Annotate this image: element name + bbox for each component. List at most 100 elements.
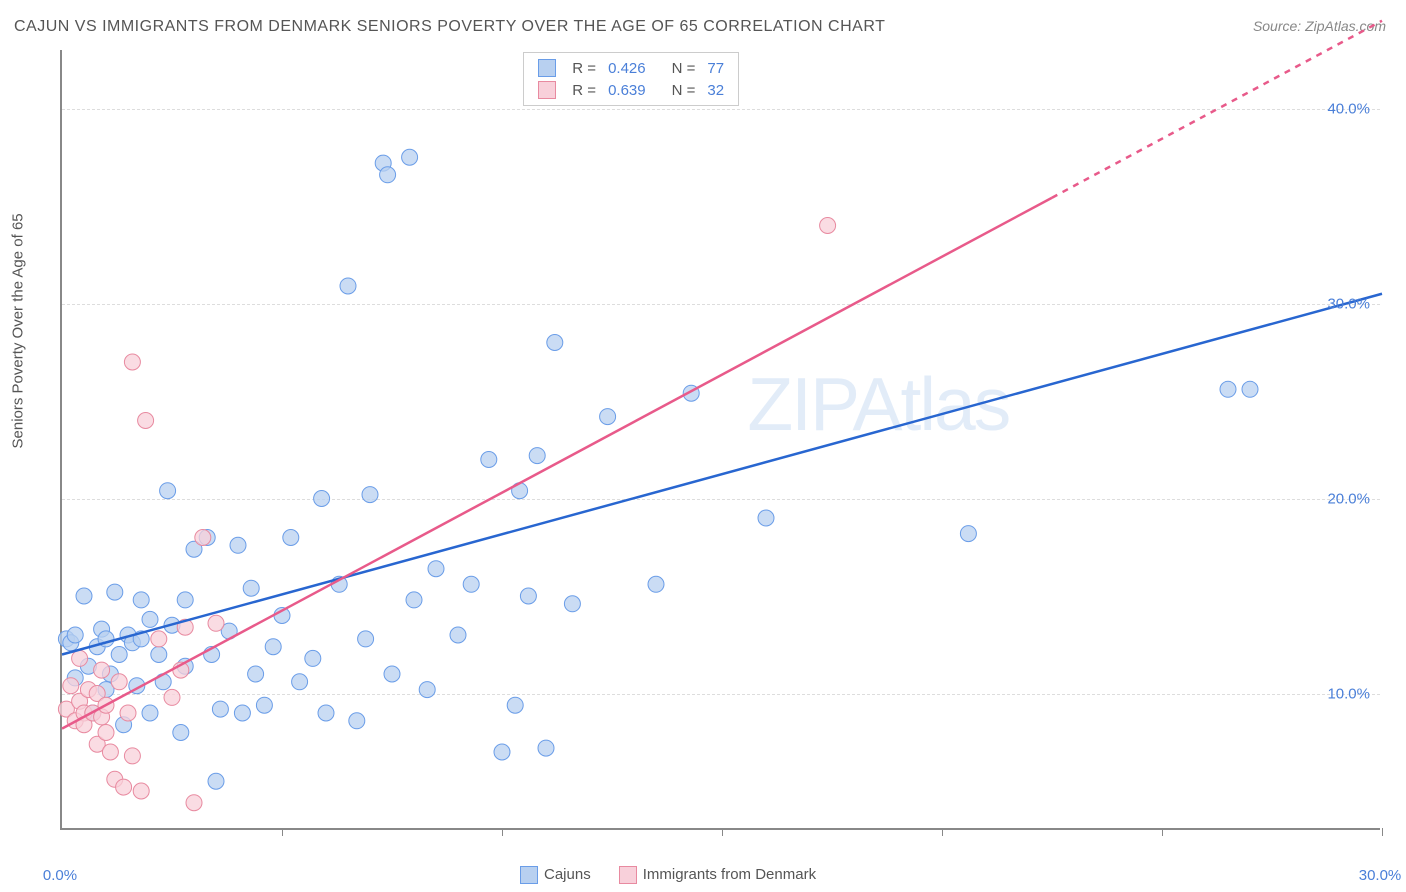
data-point-cajuns — [349, 713, 365, 729]
data-point-cajuns — [314, 491, 330, 507]
data-point-denmark — [102, 744, 118, 760]
data-point-cajuns — [151, 647, 167, 663]
data-point-cajuns — [76, 588, 92, 604]
data-point-cajuns — [481, 452, 497, 468]
data-point-denmark — [94, 662, 110, 678]
legend-table: R =0.426 N =77R =0.639 N =32 — [532, 57, 730, 101]
data-point-denmark — [195, 530, 211, 546]
legend-n-value: 32 — [701, 79, 730, 101]
data-point-cajuns — [208, 773, 224, 789]
data-point-cajuns — [234, 705, 250, 721]
x-tick — [502, 828, 503, 836]
data-point-cajuns — [243, 580, 259, 596]
x-tick-label: 0.0% — [43, 867, 77, 884]
data-point-cajuns — [133, 592, 149, 608]
data-point-cajuns — [173, 725, 189, 741]
data-point-cajuns — [380, 167, 396, 183]
series-legend-item-cajuns: Cajuns — [520, 866, 591, 883]
y-tick-label: 40.0% — [1327, 100, 1370, 117]
chart-title: CAJUN VS IMMIGRANTS FROM DENMARK SENIORS… — [14, 18, 885, 36]
data-point-cajuns — [600, 409, 616, 425]
data-point-cajuns — [67, 627, 83, 643]
data-point-cajuns — [256, 697, 272, 713]
series-legend: Cajuns Immigrants from Denmark — [520, 866, 844, 884]
data-point-denmark — [98, 725, 114, 741]
data-point-cajuns — [305, 650, 321, 666]
data-point-cajuns — [450, 627, 466, 643]
legend-swatch-denmark — [538, 81, 556, 99]
data-point-cajuns — [212, 701, 228, 717]
data-point-denmark — [120, 705, 136, 721]
data-point-cajuns — [494, 744, 510, 760]
data-point-cajuns — [177, 592, 193, 608]
y-tick-label: 10.0% — [1327, 685, 1370, 702]
y-tick-label: 20.0% — [1327, 490, 1370, 507]
data-point-denmark — [208, 615, 224, 631]
data-point-denmark — [116, 779, 132, 795]
y-axis-label: Seniors Poverty Over the Age of 65 — [10, 213, 27, 448]
data-point-denmark — [124, 354, 140, 370]
data-point-cajuns — [283, 530, 299, 546]
legend-swatch-denmark — [619, 866, 637, 884]
data-point-denmark — [820, 218, 836, 234]
data-point-cajuns — [248, 666, 264, 682]
data-point-cajuns — [960, 526, 976, 542]
data-point-cajuns — [529, 448, 545, 464]
data-point-cajuns — [1220, 381, 1236, 397]
data-point-denmark — [124, 748, 140, 764]
trend-line-cajuns — [62, 294, 1382, 655]
plot-area: ZIPAtlas R =0.426N =77R =0.639N =32 10.0… — [60, 50, 1380, 830]
data-point-cajuns — [463, 576, 479, 592]
data-point-cajuns — [1242, 381, 1258, 397]
data-point-cajuns — [406, 592, 422, 608]
source-label: Source: ZipAtlas.com — [1253, 18, 1386, 34]
data-point-denmark — [151, 631, 167, 647]
data-point-cajuns — [419, 682, 435, 698]
data-point-cajuns — [547, 335, 563, 351]
x-tick — [722, 828, 723, 836]
x-tick-label: 30.0% — [1359, 867, 1402, 884]
data-point-cajuns — [292, 674, 308, 690]
data-point-cajuns — [428, 561, 444, 577]
data-point-cajuns — [362, 487, 378, 503]
data-point-cajuns — [564, 596, 580, 612]
data-point-denmark — [138, 413, 154, 429]
chart-container: CAJUN VS IMMIGRANTS FROM DENMARK SENIORS… — [0, 0, 1406, 892]
legend-swatch-cajuns — [538, 59, 556, 77]
legend-r-label: R = — [566, 57, 602, 79]
correlation-legend: R =0.426 N =77R =0.639 N =32 — [523, 52, 739, 106]
series-legend-item-denmark: Immigrants from Denmark — [619, 866, 816, 883]
data-point-cajuns — [520, 588, 536, 604]
data-point-denmark — [186, 795, 202, 811]
data-point-cajuns — [142, 705, 158, 721]
legend-n-label: N = — [666, 79, 702, 101]
data-point-denmark — [133, 783, 149, 799]
x-tick — [282, 828, 283, 836]
data-point-denmark — [63, 678, 79, 694]
data-point-cajuns — [648, 576, 664, 592]
y-tick-label: 30.0% — [1327, 295, 1370, 312]
data-point-cajuns — [107, 584, 123, 600]
series-legend-label: Cajuns — [544, 866, 591, 883]
data-point-cajuns — [384, 666, 400, 682]
data-point-cajuns — [230, 537, 246, 553]
data-point-denmark — [72, 650, 88, 666]
legend-row-cajuns: R =0.426 N =77 — [532, 57, 730, 79]
x-tick — [942, 828, 943, 836]
data-point-cajuns — [358, 631, 374, 647]
legend-n-label: N = — [666, 57, 702, 79]
x-tick — [1382, 828, 1383, 836]
data-point-denmark — [111, 674, 127, 690]
data-point-cajuns — [111, 647, 127, 663]
data-point-cajuns — [265, 639, 281, 655]
legend-r-value: 0.426 — [602, 57, 652, 79]
data-point-cajuns — [318, 705, 334, 721]
legend-r-value: 0.639 — [602, 79, 652, 101]
data-point-cajuns — [340, 278, 356, 294]
data-point-cajuns — [758, 510, 774, 526]
x-tick — [1162, 828, 1163, 836]
data-point-cajuns — [507, 697, 523, 713]
data-point-cajuns — [160, 483, 176, 499]
scatter-svg — [62, 50, 1380, 828]
legend-n-value: 77 — [701, 57, 730, 79]
